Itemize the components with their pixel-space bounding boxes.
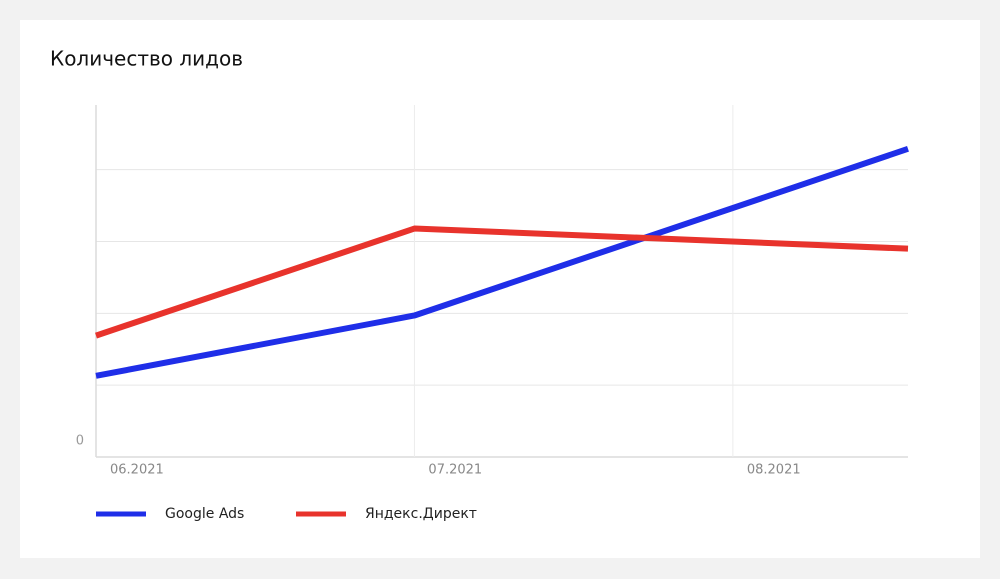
- legend-label: Яндекс.Директ: [365, 506, 477, 522]
- x-tick-label: 08.2021: [747, 463, 801, 478]
- legend-label: Google Ads: [165, 506, 244, 522]
- series-line: [95, 225, 909, 339]
- y-tick-label: 0: [76, 434, 84, 449]
- series-line: [95, 145, 909, 379]
- x-tick-label: 07.2021: [428, 463, 482, 478]
- x-tick-label: 06.2021: [110, 463, 164, 478]
- chart-title: Количество лидов: [50, 47, 243, 71]
